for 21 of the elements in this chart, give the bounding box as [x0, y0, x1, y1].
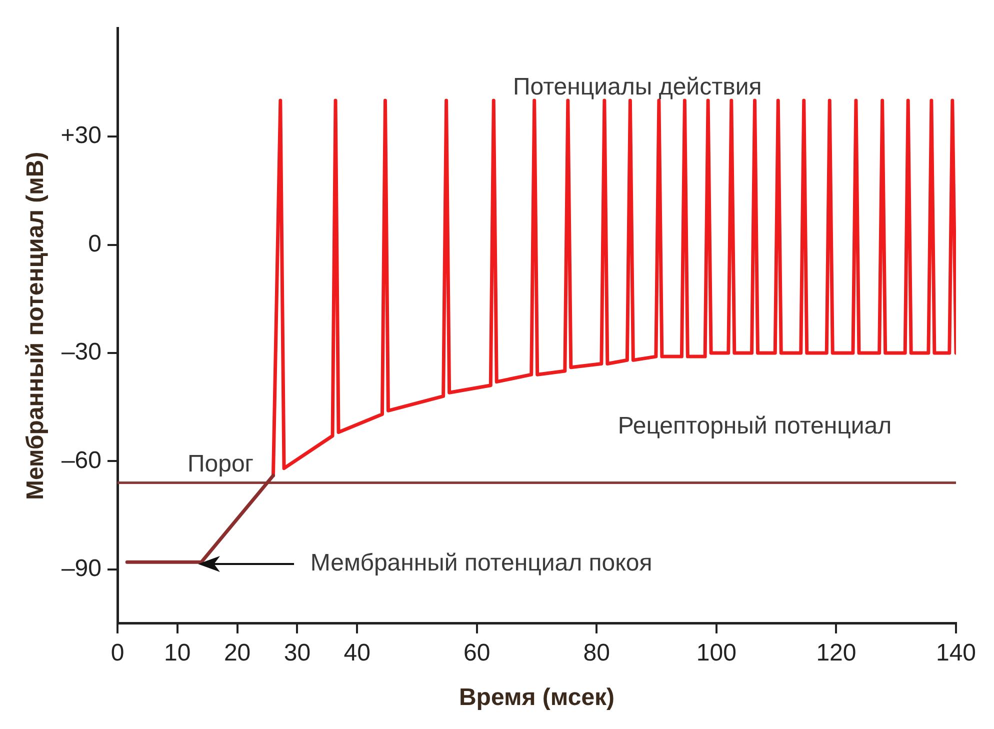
x-tick-label: 0: [110, 639, 124, 666]
x-tick-label: 60: [464, 639, 490, 666]
annotation: Потенциалы действия: [513, 74, 762, 101]
y-tick-label: –60: [61, 446, 102, 474]
annotation: Мембранный потенциал покоя: [310, 550, 652, 577]
x-tick-label: 100: [696, 639, 736, 666]
x-tick-label: 140: [936, 639, 976, 666]
y-tick-label: –90: [61, 554, 102, 582]
y-tick-label: 0: [88, 230, 102, 258]
x-tick-label: 30: [284, 639, 311, 666]
ref-line-label: Порог: [188, 450, 254, 478]
x-axis-title: Время (мсек): [458, 684, 615, 712]
y-tick-label: +30: [60, 122, 102, 150]
x-tick-label: 80: [583, 639, 610, 666]
x-tick-label: 120: [816, 639, 856, 666]
y-axis-title: Мембранный потенциал (мВ): [22, 152, 50, 500]
x-tick-label: 20: [224, 639, 251, 666]
x-tick-label: 10: [164, 639, 191, 666]
annotation: Рецепторный потенциал: [618, 412, 892, 440]
y-tick-label: –30: [61, 338, 102, 366]
x-tick-label: 40: [344, 639, 370, 666]
